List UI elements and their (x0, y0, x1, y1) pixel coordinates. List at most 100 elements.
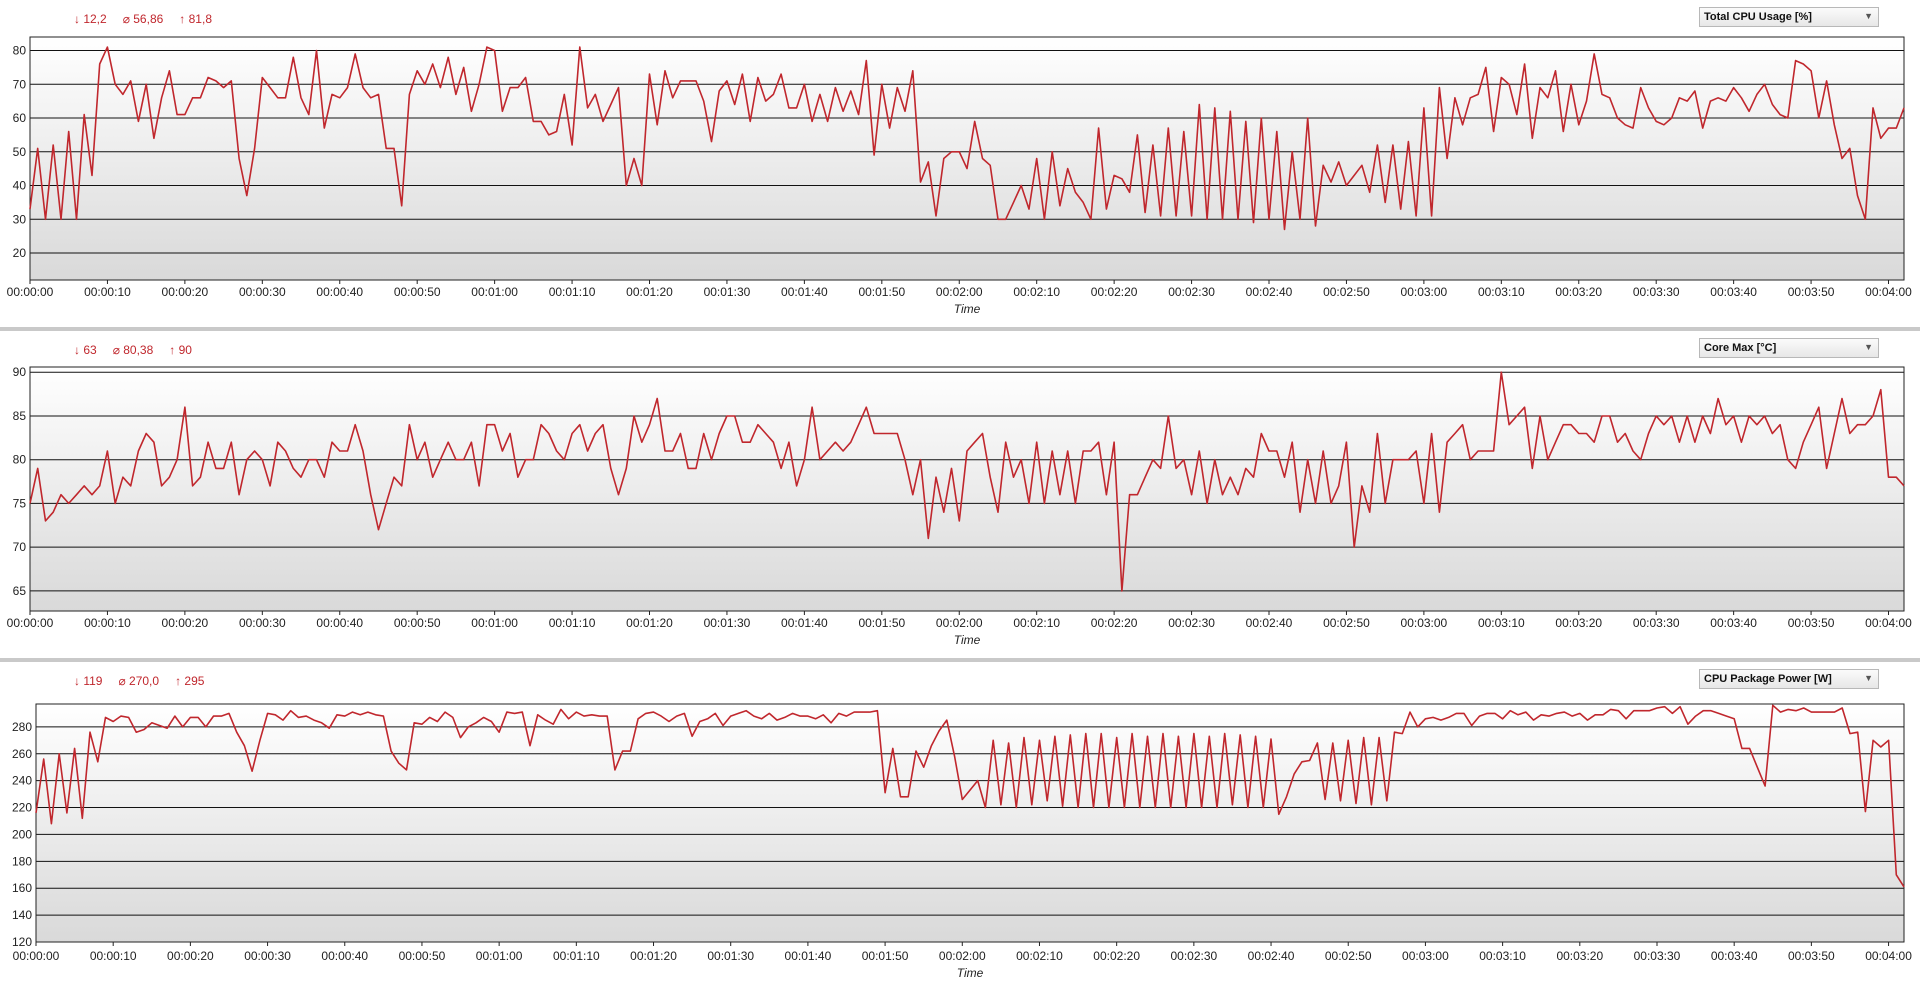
x-tick-label: 00:03:00 (1401, 285, 1448, 299)
plot-area (36, 704, 1904, 942)
panel-divider[interactable] (0, 658, 1920, 662)
y-tick-label: 240 (12, 774, 32, 788)
x-tick-label: 00:01:30 (707, 949, 754, 963)
x-tick-label: 00:01:50 (858, 285, 905, 299)
x-tick-label: 00:03:50 (1788, 616, 1835, 630)
x-tick-label: 00:03:00 (1402, 949, 1449, 963)
x-tick-label: 00:02:40 (1248, 949, 1295, 963)
x-tick-label: 00:00:50 (399, 949, 446, 963)
series-line (29, 371, 1905, 592)
x-tick-label: 00:01:00 (476, 949, 523, 963)
x-tick-label: 00:02:50 (1323, 285, 1370, 299)
plot-border (35, 703, 1905, 943)
y-tick-label: 75 (13, 496, 27, 510)
x-tick-label: 00:01:50 (862, 949, 909, 963)
core-temp-chart: 65 70 75 80 85 90 00:00:00 00:00:10 00:00:20 00:0… (7, 365, 1913, 647)
y-tick-label: 80 (13, 44, 27, 58)
x-tick-label: 00:02:40 (1246, 616, 1293, 630)
stat-avg: ⌀ 56,86 (122, 12, 164, 26)
x-tick-label: 00:02:20 (1091, 616, 1138, 630)
stat-min: ↓ 63 (74, 343, 97, 357)
x-tick-label: 00:00:40 (316, 616, 363, 630)
x-tick-label: 00:00:10 (84, 616, 131, 630)
stat-max: ↑ 90 (169, 343, 192, 357)
x-tick-label: 00:02:50 (1325, 949, 1372, 963)
x-tick-label: 00:02:30 (1170, 949, 1217, 963)
x-tick-label: 00:01:20 (626, 285, 673, 299)
x-tick-label: 00:01:40 (781, 285, 828, 299)
x-tick-label: 00:00:50 (394, 285, 441, 299)
x-tick-label: 00:00:00 (7, 616, 54, 630)
x-tick-label: 00:01:20 (626, 616, 673, 630)
x-tick-label: 00:01:00 (471, 285, 518, 299)
y-tick-label: 85 (13, 409, 27, 423)
stat-avg: ⌀ 270,0 (118, 674, 160, 688)
x-tick-label: 00:02:30 (1168, 285, 1215, 299)
metric-select-label: CPU Package Power [W] (1704, 673, 1832, 685)
x-tick-label: 00:03:30 (1633, 285, 1680, 299)
x-axis-title: Time (954, 302, 981, 316)
x-tick-label: 00:03:10 (1478, 285, 1525, 299)
chevron-down-icon: ▼ (1864, 11, 1873, 21)
x-tick-label: 00:02:00 (936, 285, 983, 299)
plot-area (30, 367, 1904, 611)
cpu-usage-panel: 20 30 40 50 60 70 80 00:00:00 00:00:10 00:00:20 00… (0, 0, 1920, 330)
stat-min: ↓ 12,2 (74, 12, 107, 26)
y-tick-label: 80 (13, 453, 27, 467)
package-power-stats: ↓ 119 ⌀ 270,0 ↑ 295 (74, 674, 204, 688)
stat-avg: ⌀ 80,38 (112, 343, 154, 357)
x-tick-label: 00:04:00 (1865, 285, 1912, 299)
x-tick-label: 00:00:30 (239, 285, 286, 299)
y-tick-label: 280 (12, 720, 32, 734)
y-tick-label: 260 (12, 747, 32, 761)
package-power-panel: 120 140 160 180 200 220 240 260 280 00:00:00 00:00… (0, 662, 1920, 993)
x-tick-label: 00:02:50 (1323, 616, 1370, 630)
x-tick-label: 00:03:10 (1478, 616, 1525, 630)
core-temp-panel: 65 70 75 80 85 90 00:00:00 00:00:10 00:00:20 00:0… (0, 331, 1920, 661)
metric-select-cpu-usage[interactable]: Total CPU Usage [%] ▼ (1699, 7, 1879, 27)
x-tick-label: 00:00:20 (162, 616, 209, 630)
y-tick-label: 90 (13, 365, 27, 379)
x-tick-label: 00:01:40 (781, 616, 828, 630)
chevron-down-icon: ▼ (1864, 673, 1873, 683)
y-tick-label: 140 (12, 908, 32, 922)
y-tick-label: 200 (12, 827, 32, 841)
cpu-usage-stats: ↓ 12,2 ⌀ 56,86 ↑ 81,8 (74, 12, 212, 26)
package-power-chart: 120 140 160 180 200 220 240 260 280 00:00:00 00:00… (12, 703, 1912, 980)
x-axis-title: Time (957, 966, 984, 980)
panel-divider[interactable] (0, 327, 1920, 331)
x-tick-label: 00:01:30 (704, 616, 751, 630)
plot-border (29, 36, 1905, 281)
plot-border (29, 366, 1905, 612)
x-tick-label: 00:01:20 (630, 949, 677, 963)
metric-select-package-power[interactable]: CPU Package Power [W] ▼ (1699, 669, 1879, 689)
x-tick-label: 00:00:40 (321, 949, 368, 963)
x-tick-label: 00:00:40 (316, 285, 363, 299)
chevron-down-icon: ▼ (1864, 342, 1873, 352)
x-tick-label: 00:00:20 (167, 949, 214, 963)
x-tick-label: 00:04:00 (1865, 616, 1912, 630)
metric-select-core-temp[interactable]: Core Max [°C] ▼ (1699, 338, 1879, 358)
x-tick-label: 00:00:30 (239, 616, 286, 630)
y-tick-label: 120 (12, 935, 32, 949)
x-tick-label: 00:03:20 (1555, 616, 1602, 630)
x-tick-label: 00:01:10 (549, 616, 596, 630)
y-tick-label: 65 (13, 584, 27, 598)
y-tick-label: 30 (13, 212, 27, 226)
x-axis-title: Time (954, 633, 981, 647)
cpu-usage-chart: 20 30 40 50 60 70 80 00:00:00 00:00:10 00:00:20 00… (7, 36, 1912, 316)
y-tick-label: 220 (12, 801, 32, 815)
x-tick-label: 00:02:30 (1168, 616, 1215, 630)
x-tick-label: 00:04:00 (1865, 949, 1912, 963)
y-tick-label: 20 (13, 246, 27, 260)
x-tick-label: 00:02:10 (1016, 949, 1063, 963)
x-tick-label: 00:03:40 (1711, 949, 1758, 963)
x-tick-label: 00:02:10 (1013, 616, 1060, 630)
x-tick-label: 00:03:40 (1710, 616, 1757, 630)
x-tick-label: 00:03:30 (1634, 949, 1681, 963)
x-tick-label: 00:01:10 (553, 949, 600, 963)
x-tick-label: 00:00:10 (84, 285, 131, 299)
series-line (29, 46, 1905, 231)
x-tick-label: 00:01:50 (858, 616, 905, 630)
x-tick-label: 00:03:20 (1555, 285, 1602, 299)
